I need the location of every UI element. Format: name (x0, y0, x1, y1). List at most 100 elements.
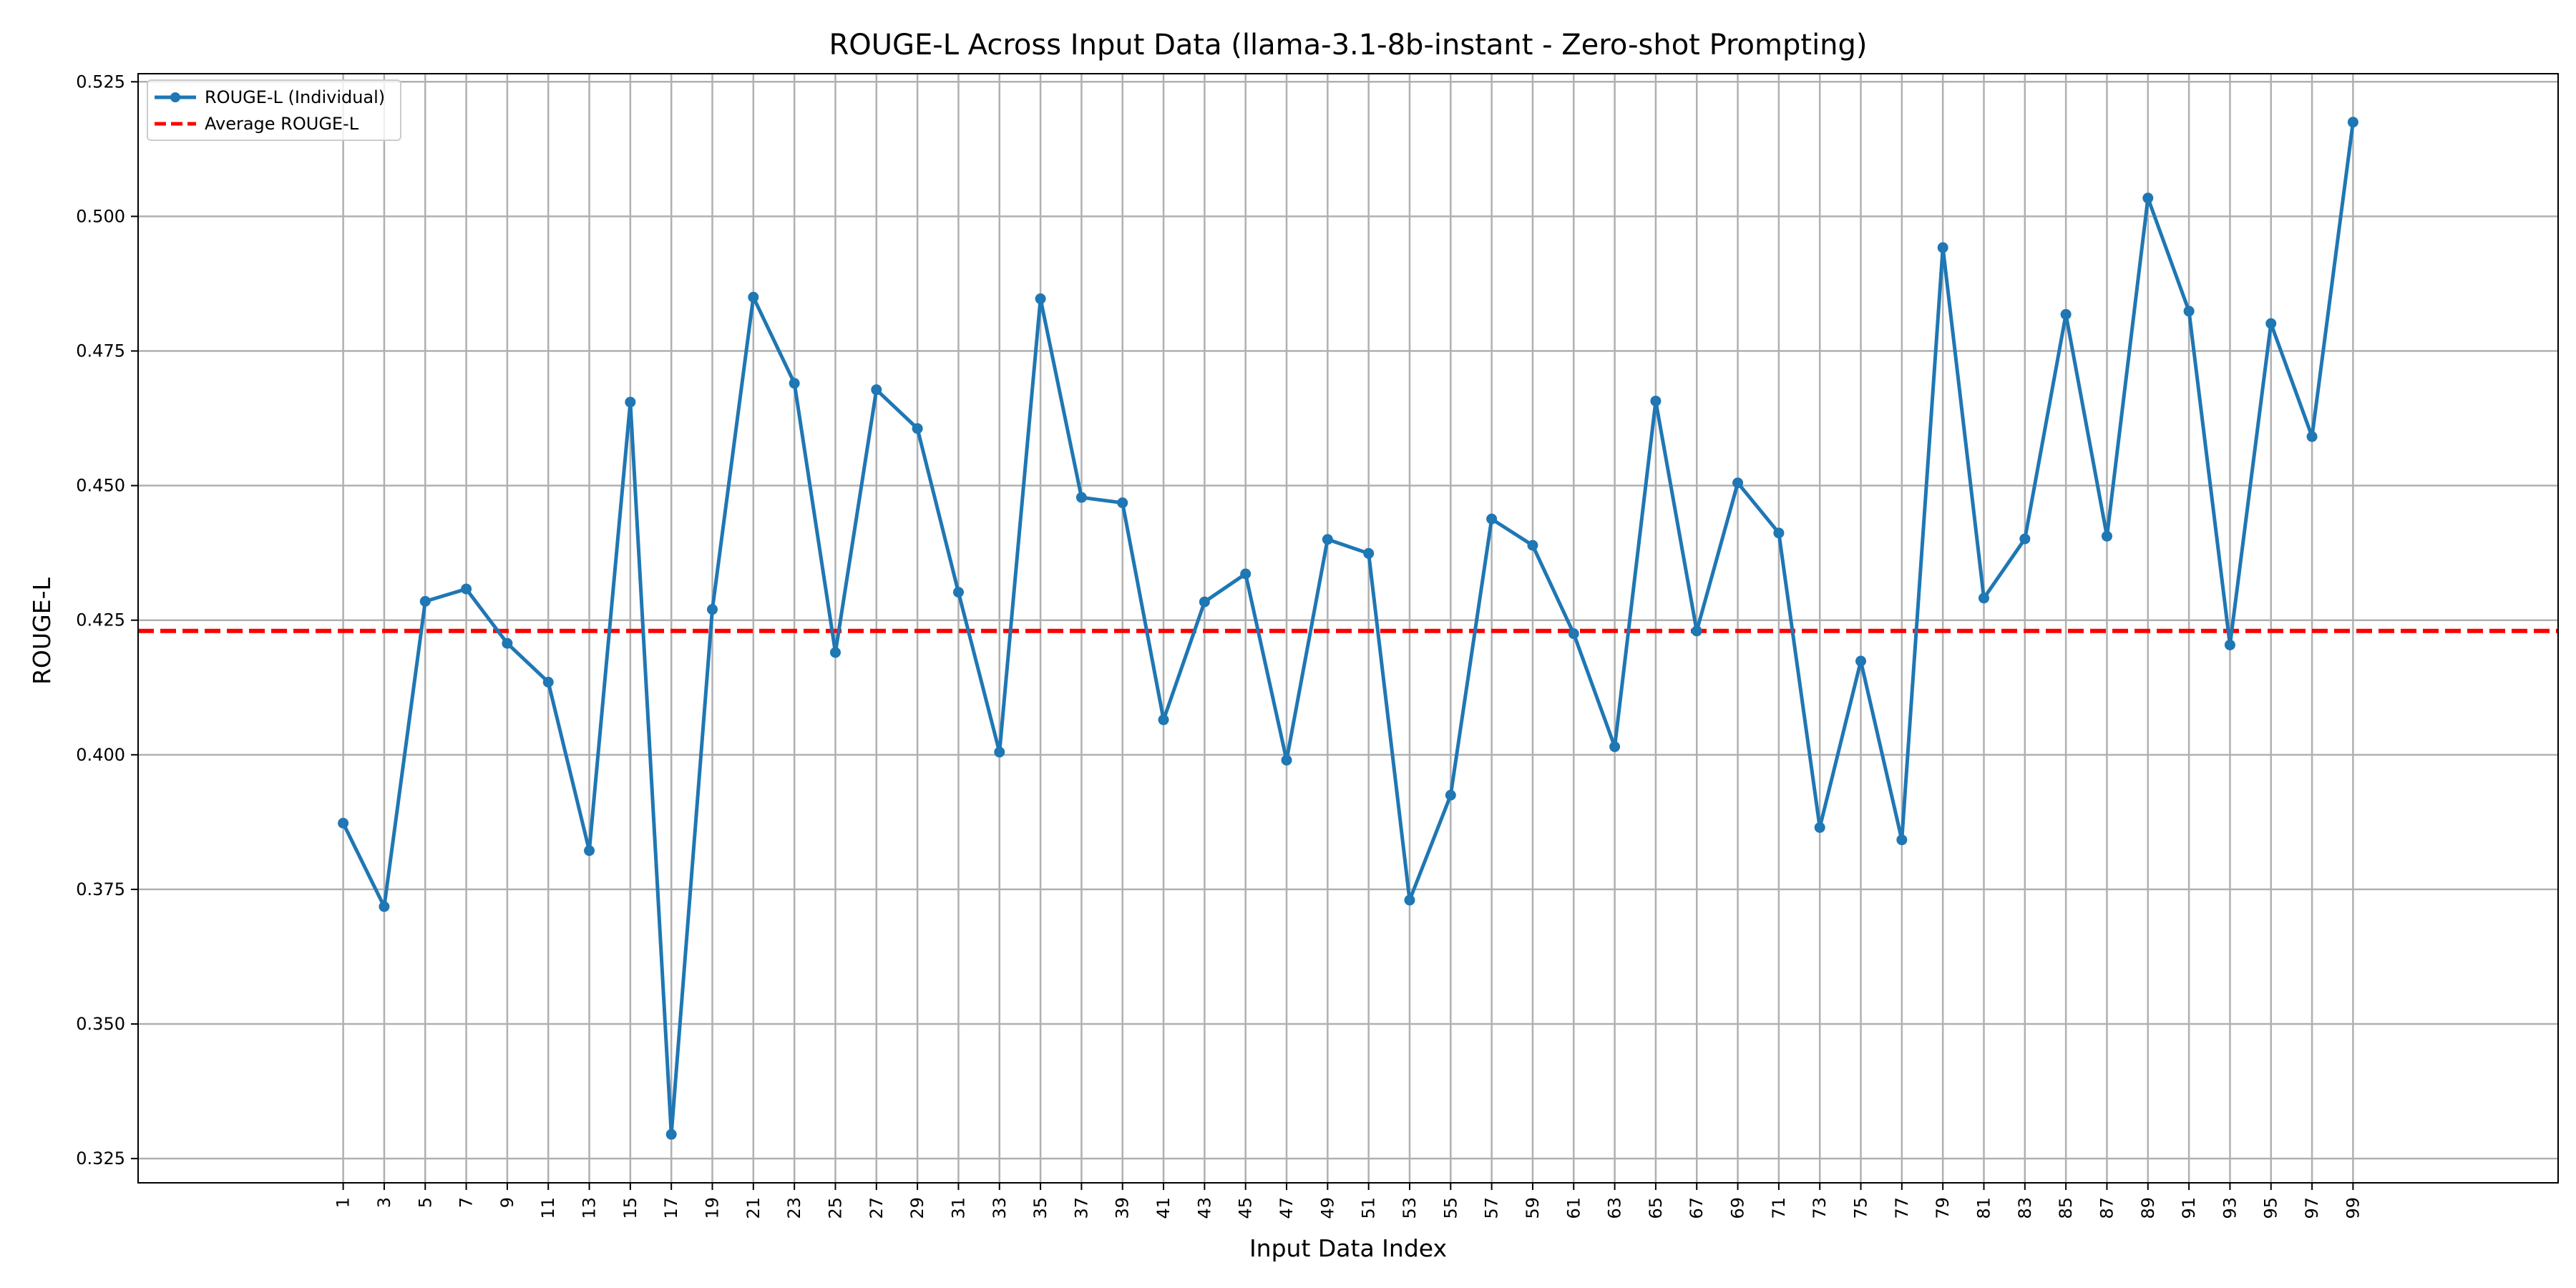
x-tick-label: 77 (1892, 1197, 1912, 1219)
data-point (1117, 497, 1128, 509)
data-point (1240, 568, 1252, 580)
data-point (1445, 789, 1456, 801)
legend-label-average: Average ROUGE-L (205, 114, 359, 134)
legend-label-individual: ROUGE-L (Individual) (205, 87, 385, 107)
data-point (871, 384, 882, 396)
x-tick-label: 91 (2179, 1197, 2199, 1219)
data-point (2265, 318, 2277, 329)
data-point (1035, 293, 1046, 305)
legend-marker-individual (170, 92, 180, 102)
data-point (829, 647, 841, 658)
y-tick-label: 0.500 (76, 206, 125, 226)
series-line-individual (341, 122, 2355, 1136)
x-axis-label: Input Data Index (1249, 1234, 1447, 1262)
data-point (2183, 306, 2195, 317)
data-point (707, 604, 718, 615)
y-tick-label: 0.375 (76, 879, 125, 899)
x-tick-label: 1 (333, 1197, 353, 1208)
x-tick-label: 89 (2138, 1197, 2158, 1219)
x-tick-label: 93 (2220, 1197, 2240, 1219)
data-point (1404, 894, 1415, 906)
data-point (1978, 592, 1989, 604)
x-tick-label: 59 (1523, 1197, 1543, 1219)
x-tick-label: 17 (661, 1197, 681, 1219)
data-point (2101, 530, 2112, 542)
x-tick-label: 21 (743, 1197, 763, 1219)
x-tick-label: 27 (867, 1197, 887, 1219)
y-tick-label: 0.350 (76, 1014, 125, 1034)
y-tick-label: 0.450 (76, 476, 125, 496)
data-point (2019, 533, 2031, 545)
x-tick-label: 15 (620, 1197, 640, 1219)
x-tick-label: 43 (1194, 1197, 1214, 1219)
legend-box (147, 79, 401, 141)
data-point (1937, 242, 1948, 253)
x-tick-label: 11 (538, 1197, 558, 1219)
x-tick-label: 79 (1933, 1197, 1953, 1219)
data-point (665, 1128, 677, 1140)
series-layer (338, 117, 2358, 1140)
x-tick-label: 5 (415, 1197, 435, 1208)
x-tick-label: 65 (1646, 1197, 1666, 1219)
data-point (1896, 834, 1908, 846)
y-tick-label: 0.475 (76, 341, 125, 361)
x-tick-label: 61 (1563, 1197, 1584, 1219)
data-point (748, 291, 759, 303)
x-axis: 1 3 5 7 9 11 13 15 17 19 21 23 25 27 29 31 33 35 37 39 41 43 4… (333, 1183, 2363, 1219)
x-tick-label: 87 (2097, 1197, 2117, 1219)
data-point (1322, 534, 1333, 545)
y-tick-label: 0.400 (76, 745, 125, 765)
x-tick-label: 41 (1153, 1197, 1174, 1219)
x-tick-label: 95 (2261, 1197, 2281, 1219)
x-tick-label: 47 (1277, 1197, 1297, 1219)
x-tick-label: 37 (1071, 1197, 1091, 1219)
data-point (994, 746, 1005, 758)
plot-frame (137, 73, 2559, 1184)
x-tick-label: 71 (1769, 1197, 1789, 1219)
x-tick-label: 85 (2056, 1197, 2076, 1219)
x-tick-label: 67 (1687, 1197, 1707, 1219)
data-point (1732, 477, 1744, 489)
x-tick-label: 39 (1113, 1197, 1133, 1219)
data-point (2060, 308, 2072, 320)
x-tick-label: 83 (2015, 1197, 2035, 1219)
x-tick-label: 97 (2302, 1197, 2322, 1219)
legend: ROUGE-L (Individual) Average ROUGE-L (147, 79, 401, 141)
x-tick-label: 99 (2343, 1197, 2363, 1219)
x-tick-label: 51 (1359, 1197, 1379, 1219)
data-point (1568, 628, 1579, 640)
x-tick-label: 49 (1317, 1197, 1337, 1219)
data-point (952, 587, 964, 598)
x-tick-label: 29 (907, 1197, 927, 1219)
x-tick-label: 33 (990, 1197, 1010, 1219)
data-point (584, 845, 595, 857)
x-tick-label: 23 (784, 1197, 804, 1219)
data-point (2224, 639, 2235, 650)
x-tick-label: 25 (825, 1197, 845, 1219)
x-tick-label: 19 (703, 1197, 723, 1219)
y-tick-label: 0.425 (76, 610, 125, 630)
data-point (1281, 754, 1292, 766)
data-point (1075, 492, 1087, 503)
x-tick-label: 31 (948, 1197, 968, 1219)
data-point (1199, 596, 1210, 608)
chart-title: ROUGE-L Across Input Data (llama-3.1-8b-… (829, 29, 1867, 62)
data-point (461, 583, 472, 595)
data-point (789, 378, 800, 389)
data-point (2347, 117, 2358, 128)
data-point (1691, 625, 1702, 637)
x-tick-label: 81 (1974, 1197, 1994, 1219)
data-point (502, 638, 513, 649)
data-point (1814, 821, 1825, 833)
x-tick-label: 53 (1400, 1197, 1420, 1219)
data-point (1609, 741, 1621, 753)
data-point (1363, 547, 1375, 559)
x-tick-label: 73 (1810, 1197, 1830, 1219)
data-point (1773, 527, 1785, 539)
x-tick-label: 55 (1440, 1197, 1460, 1219)
data-point (379, 901, 390, 912)
y-tick-label: 0.525 (76, 72, 125, 92)
data-point (912, 423, 923, 434)
x-tick-label: 45 (1236, 1197, 1256, 1219)
